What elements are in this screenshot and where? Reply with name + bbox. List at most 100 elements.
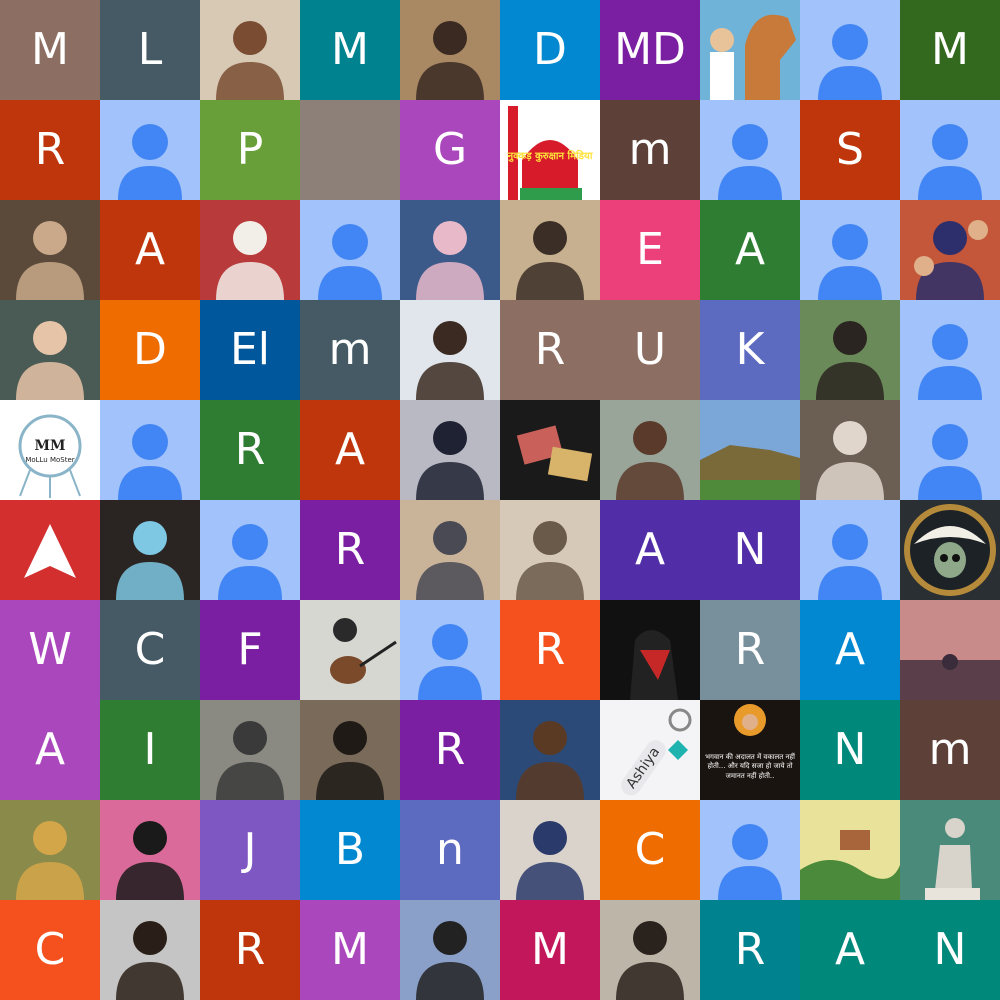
avatar-initial[interactable]: R — [300, 500, 400, 600]
avatar-initial[interactable]: C — [100, 600, 200, 700]
avatar-initial[interactable]: R — [200, 400, 300, 500]
avatar-default[interactable] — [700, 100, 800, 200]
avatar-initial[interactable]: N — [700, 500, 800, 600]
avatar-photo-person[interactable] — [800, 400, 900, 500]
avatar-default[interactable] — [800, 500, 900, 600]
avatar-photo-person[interactable] — [800, 300, 900, 400]
avatar-default[interactable] — [900, 300, 1000, 400]
avatar-initial[interactable]: A — [0, 700, 100, 800]
avatar-initial[interactable]: R — [0, 100, 100, 200]
avatar-photo-person[interactable] — [500, 700, 600, 800]
avatar-photo-person[interactable] — [0, 200, 100, 300]
avatar-initial[interactable]: m — [900, 700, 1000, 800]
avatar-photo-horse[interactable] — [700, 0, 800, 100]
avatar-photo-person[interactable] — [100, 900, 200, 1000]
avatar-initial[interactable]: N — [800, 700, 900, 800]
avatar-default[interactable] — [900, 100, 1000, 200]
avatar-initial[interactable]: R — [400, 700, 500, 800]
avatar-initial[interactable]: MD — [600, 0, 700, 100]
avatar-photo-spider[interactable] — [600, 600, 700, 700]
avatar-photo-sunset[interactable] — [900, 600, 1000, 700]
avatar-initial[interactable]: D — [100, 300, 200, 400]
avatar-initial[interactable]: B — [300, 800, 400, 900]
avatar-photo-person[interactable] — [500, 800, 600, 900]
avatar-default[interactable] — [300, 200, 400, 300]
avatar-initial[interactable]: P — [200, 100, 300, 200]
avatar-quote-card[interactable]: भगवान की अदालत में वकालत नहीं होती... और… — [700, 700, 800, 800]
avatar-blank[interactable] — [300, 100, 400, 200]
avatar-initial[interactable]: G — [400, 100, 500, 200]
avatar-initial[interactable]: R — [700, 900, 800, 1000]
avatar-initial[interactable]: M — [300, 0, 400, 100]
avatar-initial[interactable]: N — [900, 900, 1000, 1000]
avatar-photo-person[interactable] — [200, 200, 300, 300]
avatar-photo-person[interactable] — [400, 200, 500, 300]
avatar-initial[interactable]: I — [100, 700, 200, 800]
avatar-photo-person[interactable] — [600, 400, 700, 500]
avatar-initial[interactable]: M — [500, 900, 600, 1000]
avatar-photo-statue[interactable] — [900, 800, 1000, 900]
avatar-initial[interactable]: R — [500, 300, 600, 400]
avatar-keychain[interactable]: Ashiya — [600, 700, 700, 800]
avatar-photo-person[interactable] — [600, 900, 700, 1000]
avatar-photo-person[interactable] — [100, 800, 200, 900]
avatar-initial[interactable]: A — [800, 900, 900, 1000]
avatar-default[interactable] — [100, 100, 200, 200]
avatar-photo-person[interactable] — [100, 500, 200, 600]
avatar-initial[interactable]: J — [200, 800, 300, 900]
avatar-photo-person[interactable] — [200, 700, 300, 800]
avatar-default[interactable] — [400, 600, 500, 700]
avatar-photo-ruins[interactable] — [700, 400, 800, 500]
avatar-initial[interactable]: A — [600, 500, 700, 600]
avatar-initial[interactable]: W — [0, 600, 100, 700]
avatar-photo-person[interactable] — [0, 300, 100, 400]
avatar-initial[interactable]: S — [800, 100, 900, 200]
avatar-photo-person[interactable] — [500, 500, 600, 600]
avatar-photo-banknotes[interactable] — [500, 400, 600, 500]
avatar-logo[interactable]: नुक्कड़ कुरुक्षान मिडिया — [500, 100, 600, 200]
avatar-initial[interactable]: El — [200, 300, 300, 400]
avatar-photo-person[interactable] — [0, 800, 100, 900]
avatar-initial[interactable]: E — [600, 200, 700, 300]
avatar-default[interactable] — [200, 500, 300, 600]
avatar-arrow[interactable] — [0, 500, 100, 600]
avatar-photo-village[interactable] — [800, 800, 900, 900]
avatar-photo-person[interactable] — [400, 400, 500, 500]
avatar-default[interactable] — [800, 200, 900, 300]
avatar-photo-person[interactable] — [400, 300, 500, 400]
avatar-pirate[interactable] — [900, 500, 1000, 600]
avatar-initial[interactable]: A — [300, 400, 400, 500]
avatar-initial[interactable]: n — [400, 800, 500, 900]
avatar-photo-person[interactable] — [400, 0, 500, 100]
avatar-default[interactable] — [800, 0, 900, 100]
avatar-photo-person[interactable] — [400, 900, 500, 1000]
avatar-initial[interactable]: R — [500, 600, 600, 700]
avatar-initial[interactable]: R — [700, 600, 800, 700]
avatar-photo-person[interactable] — [200, 0, 300, 100]
avatar-initial[interactable]: M — [900, 0, 1000, 100]
avatar-photo-person[interactable] — [500, 200, 600, 300]
avatar-initial[interactable]: F — [200, 600, 300, 700]
avatar-initial[interactable]: L — [100, 0, 200, 100]
avatar-photo-people[interactable] — [900, 200, 1000, 300]
avatar-initial[interactable]: A — [800, 600, 900, 700]
avatar-initial[interactable]: C — [0, 900, 100, 1000]
avatar-initial[interactable]: A — [700, 200, 800, 300]
avatar-default[interactable] — [100, 400, 200, 500]
avatar-initial[interactable]: A — [100, 200, 200, 300]
avatar-initial[interactable]: m — [300, 300, 400, 400]
avatar-initial[interactable]: U — [600, 300, 700, 400]
avatar-default[interactable] — [700, 800, 800, 900]
avatar-initial[interactable]: m — [600, 100, 700, 200]
avatar-initial[interactable]: R — [200, 900, 300, 1000]
avatar-initial[interactable]: D — [500, 0, 600, 100]
avatar-photo-person[interactable] — [300, 700, 400, 800]
avatar-default[interactable] — [900, 400, 1000, 500]
avatar-initial[interactable]: K — [700, 300, 800, 400]
avatar-initial[interactable]: C — [600, 800, 700, 900]
avatar-monogram[interactable]: MM MoLLu MoSter — [0, 400, 100, 500]
avatar-photo-person[interactable] — [400, 500, 500, 600]
avatar-initial[interactable]: M — [300, 900, 400, 1000]
avatar-photo-guitar[interactable] — [300, 600, 400, 700]
avatar-initial[interactable]: M — [0, 0, 100, 100]
